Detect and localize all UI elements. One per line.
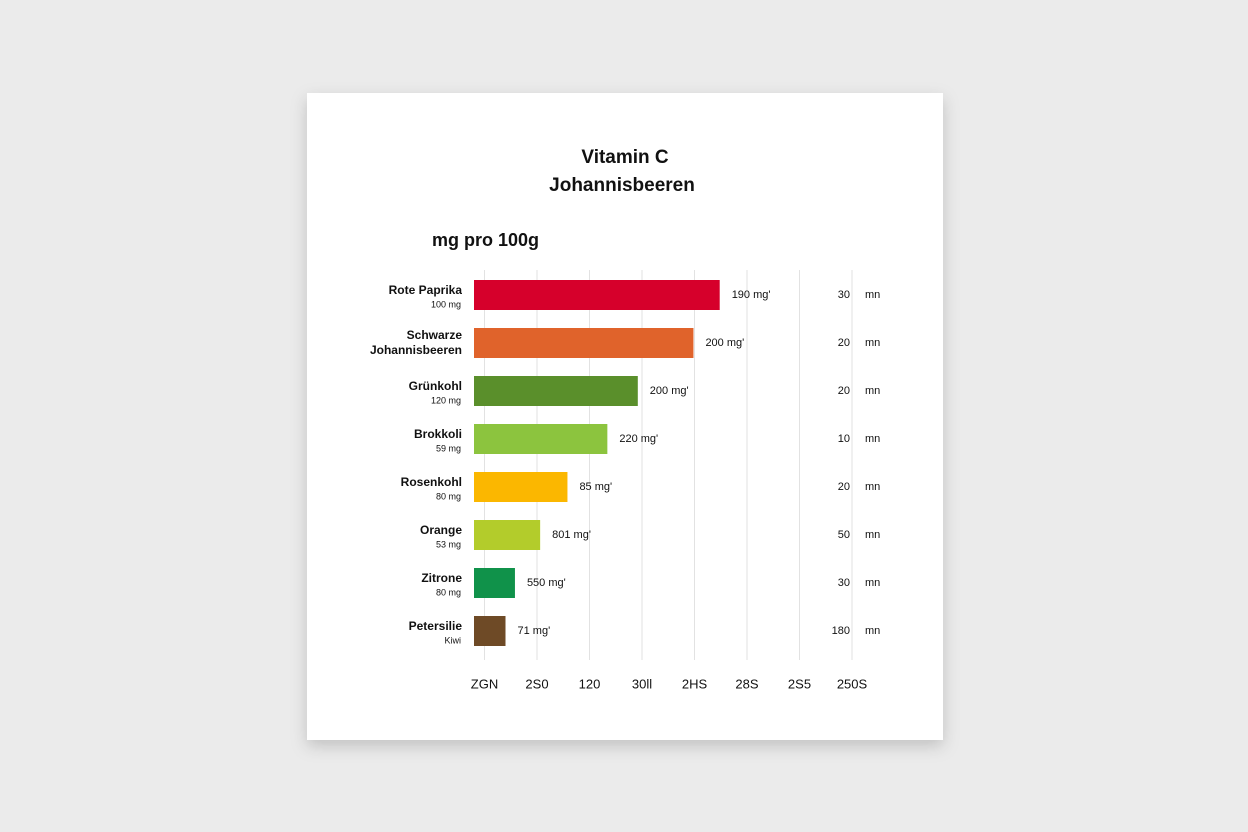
bar (474, 616, 506, 646)
category-label-box: Grünkohl (408, 379, 462, 393)
side-unit: mn (865, 625, 880, 637)
bar-label: 200 mg' (650, 385, 689, 397)
bar (474, 424, 608, 454)
x-tick-label: 30ll (632, 676, 652, 691)
category-label: Grünkohl (408, 379, 462, 393)
bar-label: 801 mg' (552, 529, 591, 541)
axis-title: mg pro 100g (432, 230, 539, 250)
category-label: Brokkoli (413, 427, 462, 441)
side-unit: mn (865, 529, 880, 541)
category-note: 59 mg (436, 443, 461, 453)
category-label-box: Rote Paprika (388, 283, 462, 297)
bar-label: 220 mg' (619, 433, 658, 445)
category-label: Rote Paprika (388, 283, 462, 297)
side-value: 180 (832, 625, 850, 637)
bar-label: 71 mg' (518, 625, 551, 637)
bar-label: 190 mg' (732, 289, 771, 301)
side-value: 20 (838, 385, 850, 397)
category-label-box: Rosenkohl (400, 475, 462, 489)
x-tick-label: 2S0 (525, 676, 548, 691)
side-value: 30 (838, 289, 850, 301)
x-tick-label: 2S5 (788, 676, 811, 691)
side-unit: mn (865, 337, 880, 349)
side-unit: mn (865, 433, 880, 445)
chart-subtitle: Johannisbeeren (549, 175, 695, 196)
bar-label: 550 mg' (527, 577, 566, 589)
bar (474, 568, 515, 598)
bar (474, 520, 541, 550)
category-label-box: Zitrone (421, 571, 462, 585)
x-tick-label: 120 (579, 676, 601, 691)
category-note: 53 mg (436, 539, 461, 549)
side-unit: mn (865, 481, 880, 493)
side-value: 50 (838, 529, 850, 541)
chart-title: Vitamin C (581, 147, 669, 168)
category-label: Orange (419, 523, 462, 537)
category-label: Petersilie (408, 619, 462, 633)
side-unit: mn (865, 385, 880, 397)
category-label-box: Schwarze Johannisbeeren (369, 328, 462, 357)
side-value: 30 (838, 577, 850, 589)
category-note: 80 mg (436, 587, 461, 597)
bar (474, 376, 638, 406)
category-note: Kiwi (444, 635, 461, 645)
category-label: Schwarze Johannisbeeren (369, 328, 462, 357)
x-tick-label: 2HS (682, 676, 708, 691)
bar (474, 280, 720, 310)
category-note: 80 mg (436, 491, 461, 501)
side-unit: mn (865, 289, 880, 301)
side-value: 10 (838, 433, 850, 445)
category-note: 120 mg (431, 395, 461, 405)
category-note: 100 mg (431, 299, 461, 309)
category-label: Zitrone (421, 571, 462, 585)
category-label-box: Orange (419, 523, 462, 537)
category-label-box: Brokkoli (413, 427, 462, 441)
x-tick-label: 28S (735, 676, 758, 691)
side-value: 20 (838, 337, 850, 349)
bar-label: 200 mg' (705, 337, 744, 349)
category-label: Rosenkohl (400, 475, 462, 489)
bar (474, 472, 568, 502)
card (307, 93, 943, 740)
bar-label: 85 mg' (579, 481, 612, 493)
bar (474, 328, 694, 358)
side-value: 20 (838, 481, 850, 493)
x-tick-label: 250S (837, 676, 868, 691)
category-label-box: Petersilie (408, 619, 462, 633)
side-unit: mn (865, 577, 880, 589)
x-tick-label: ZGN (471, 676, 498, 691)
